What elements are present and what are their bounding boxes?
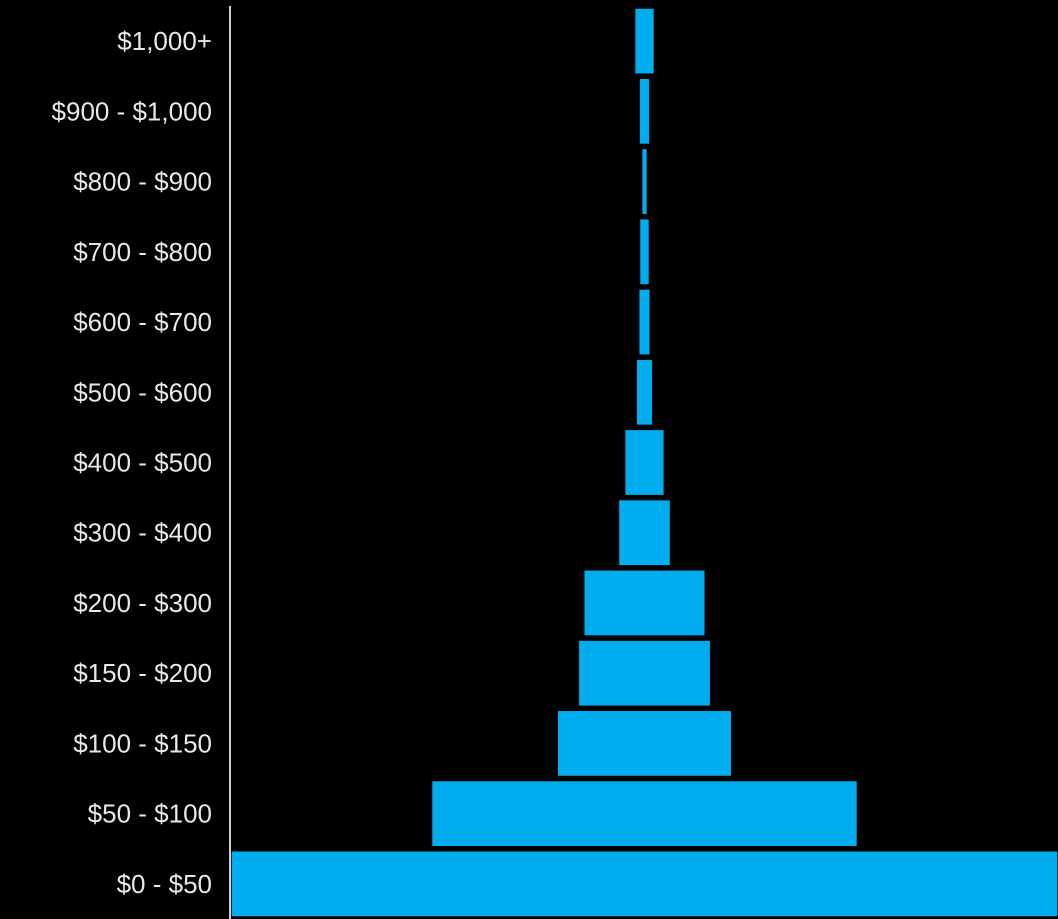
category-label: $800 - $900 xyxy=(73,167,212,197)
category-label: $100 - $150 xyxy=(73,728,212,758)
category-label: $300 - $400 xyxy=(73,518,212,548)
category-label: $200 - $300 xyxy=(73,588,212,618)
bar xyxy=(577,639,712,708)
category-label: $500 - $600 xyxy=(73,377,212,407)
bar xyxy=(623,428,666,497)
bar xyxy=(638,77,651,146)
category-label: $900 - $1,000 xyxy=(52,96,212,126)
category-labels: $1,000+ $900 - $1,000 $800 - $900 $700 - $8… xyxy=(52,26,212,899)
category-label: $400 - $500 xyxy=(73,448,212,478)
category-label: $700 - $800 xyxy=(73,237,212,267)
bar xyxy=(230,850,1058,918)
category-label: $150 - $200 xyxy=(73,658,212,688)
bar xyxy=(640,147,649,216)
bar xyxy=(617,498,672,567)
bar xyxy=(556,709,733,778)
bar xyxy=(638,217,651,286)
bars xyxy=(230,7,1058,918)
bar xyxy=(635,358,654,427)
bar xyxy=(430,779,859,848)
bar xyxy=(582,569,707,637)
category-label: $1,000+ xyxy=(117,26,212,56)
category-label: $50 - $100 xyxy=(88,799,212,829)
category-label: $0 - $50 xyxy=(117,869,212,899)
bar xyxy=(633,7,656,75)
category-label: $600 - $700 xyxy=(73,307,212,337)
bar xyxy=(637,288,652,356)
